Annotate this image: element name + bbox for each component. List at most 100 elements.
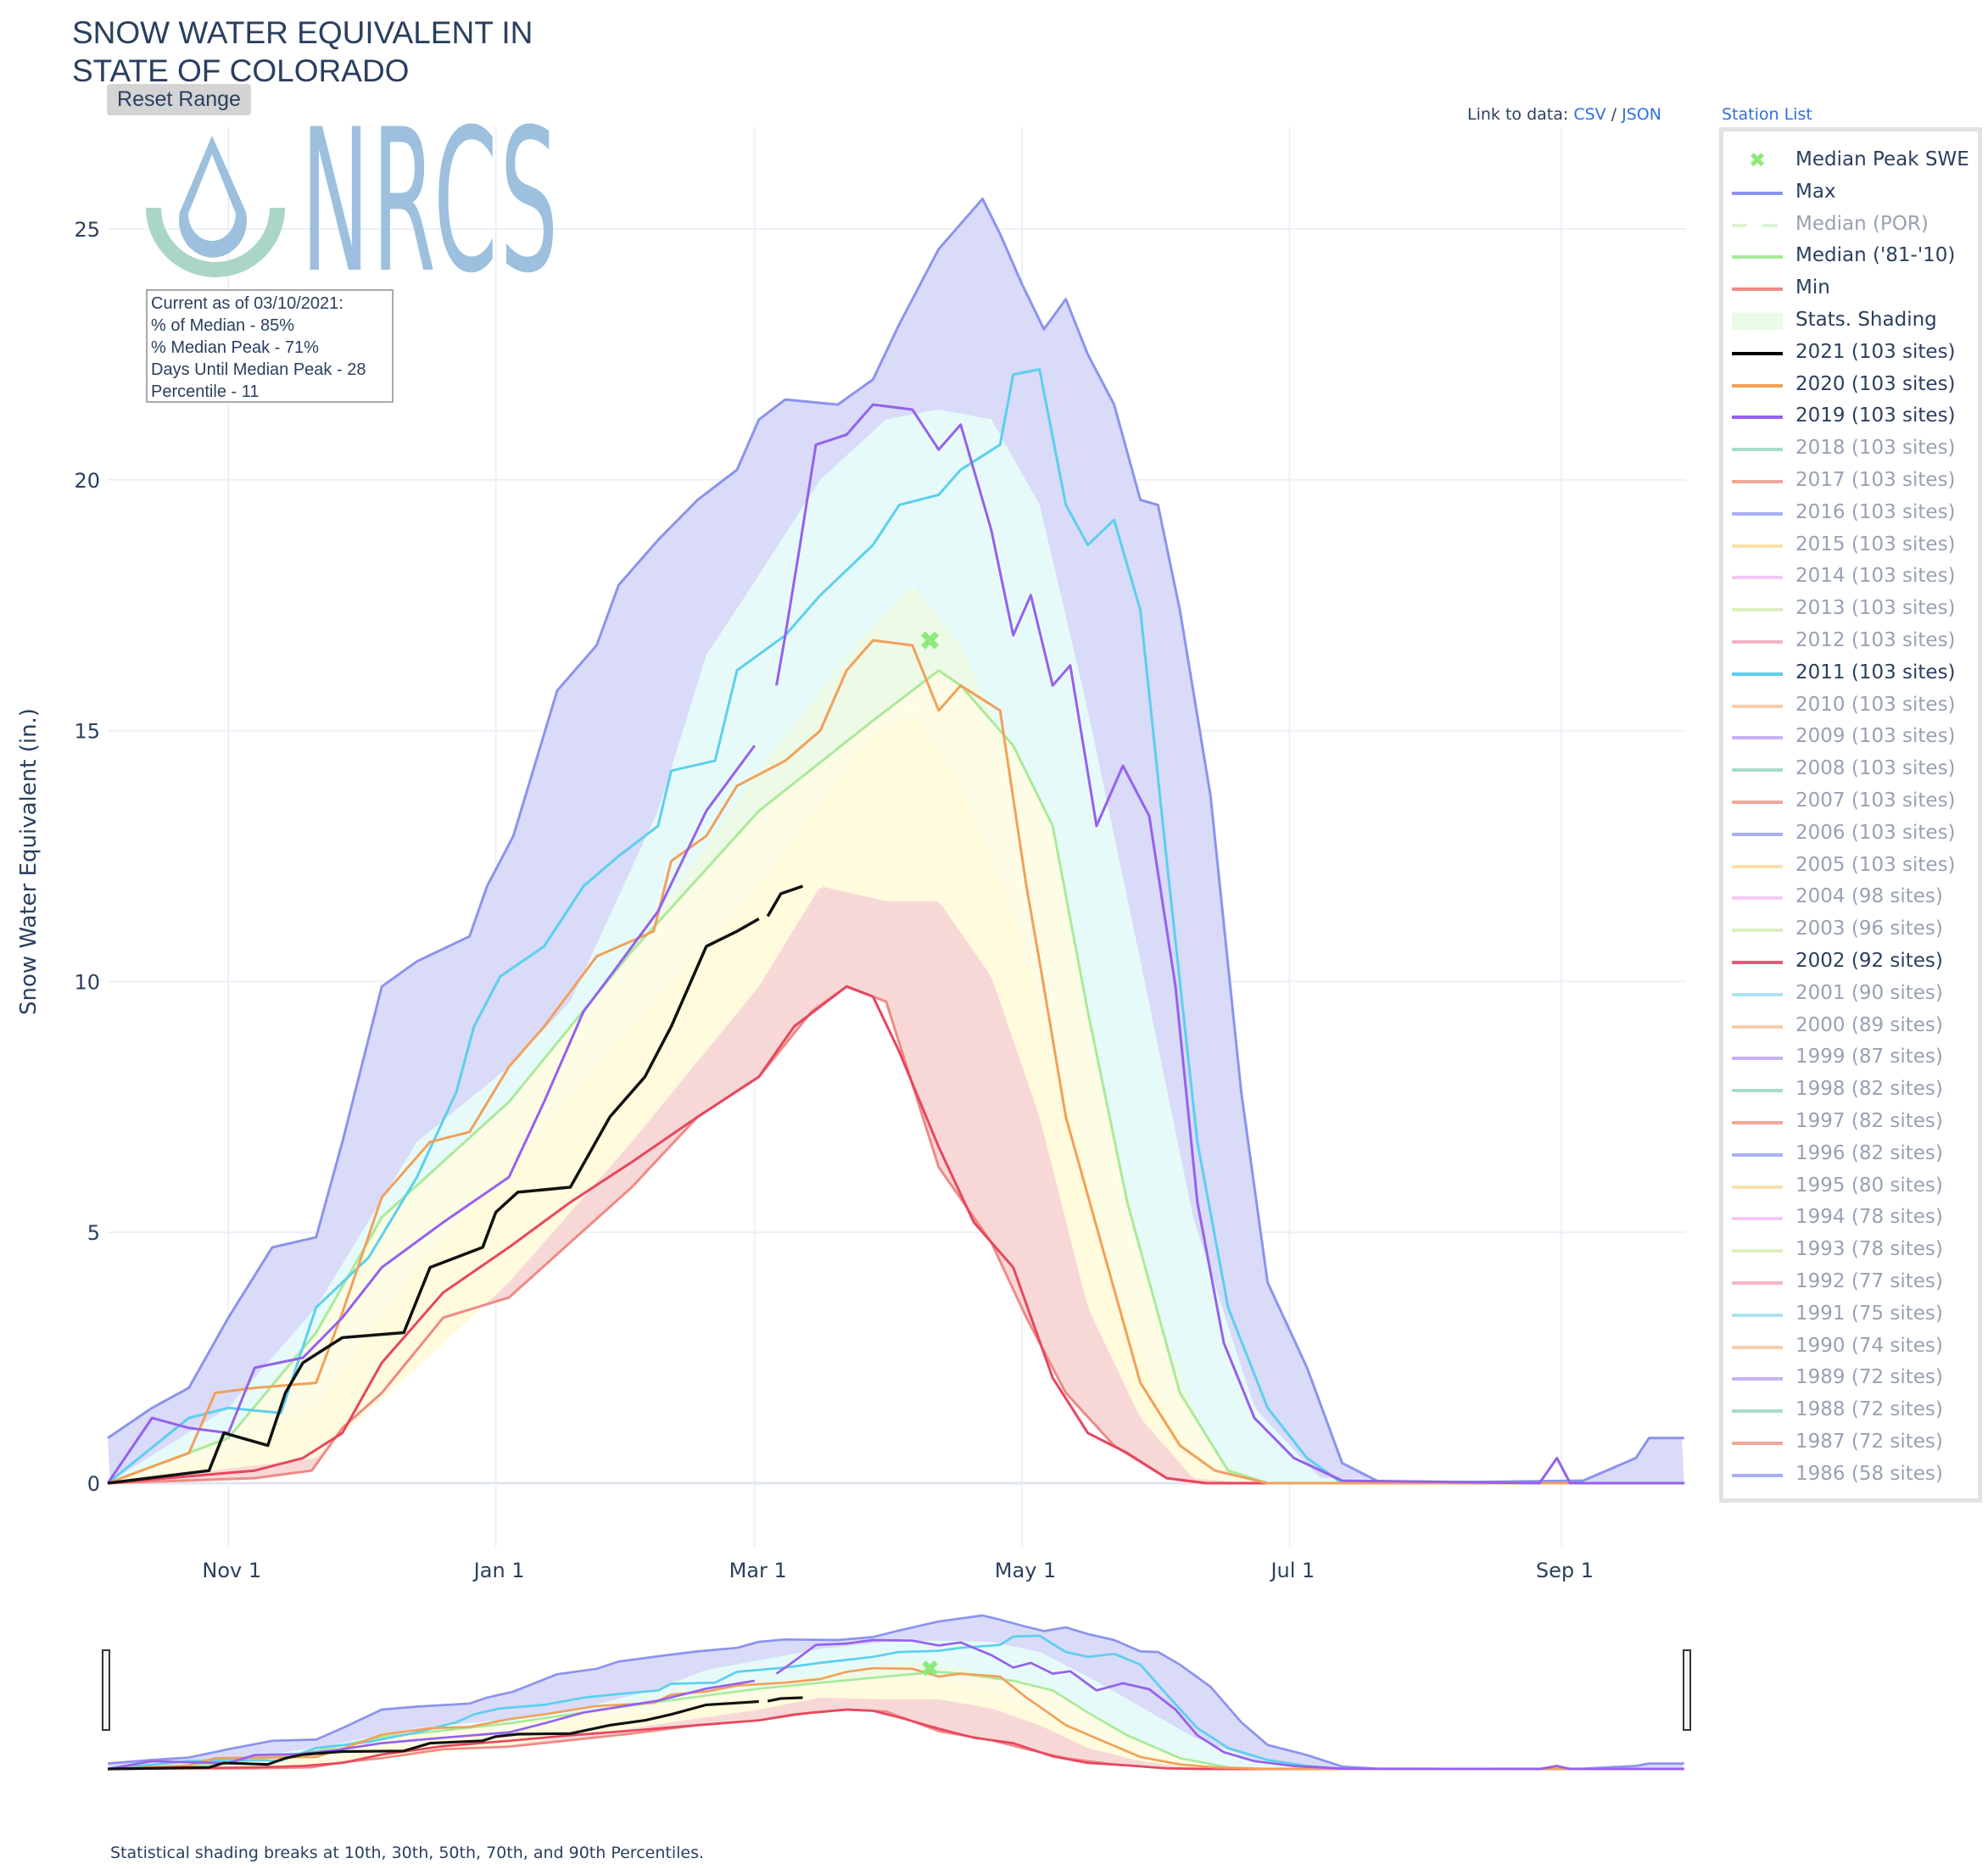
title-line-2: STATE OF COLORADO [72,53,410,88]
legend-item[interactable]: 1997 (82 sites) [1723,1107,1978,1139]
legend-label: Stats. Shading [1795,309,1937,331]
reset-range-button[interactable]: Reset Range [107,84,251,115]
legend-item[interactable]: 2014 (103 sites) [1723,561,1978,594]
legend-item[interactable]: 2020 (103 sites) [1723,370,1978,402]
legend-item[interactable]: 1993 (78 sites) [1723,1235,1978,1267]
median-peak-marker-icon: ✖ [1749,148,1767,172]
legend-item[interactable]: ✖ Median Peak SWE [1723,145,1978,177]
json-link[interactable]: JSON [1622,105,1661,124]
legend-item[interactable]: 2004 (98 sites) [1723,882,1978,914]
line-swatch-icon [1732,576,1783,580]
legend-item[interactable]: 2021 (103 sites) [1723,338,1978,370]
legend-item[interactable]: 2002 (92 sites) [1723,946,1978,979]
legend-item[interactable]: 2015 (103 sites) [1723,530,1978,562]
legend-item[interactable]: 1990 (74 sites) [1723,1331,1978,1364]
legend-item[interactable]: 1996 (82 sites) [1723,1139,1978,1171]
legend-item[interactable]: 2005 (103 sites) [1723,851,1978,883]
legend-item[interactable]: 2012 (103 sites) [1723,626,1978,658]
legend-item[interactable]: 1988 (72 sites) [1723,1395,1978,1427]
legend-item[interactable]: 2003 (96 sites) [1723,914,1978,946]
logo-drop-icon [178,136,247,258]
info-percentile: Percentile - 11 [151,382,260,401]
title-line-1: SNOW WATER EQUIVALENT IN [72,15,533,50]
legend-item[interactable]: Median ('81-'10) [1723,241,1978,273]
legend-item[interactable]: 1998 (82 sites) [1723,1074,1978,1107]
legend-item[interactable]: 1992 (77 sites) [1723,1267,1978,1299]
median-peak-marker [922,1660,938,1677]
range-slider-handle-left[interactable] [102,1649,110,1731]
legend-item[interactable]: Min [1723,273,1978,305]
line-swatch-icon [1732,640,1783,644]
legend-item[interactable]: 2016 (103 sites) [1723,498,1978,530]
line-swatch-icon [1732,448,1783,452]
legend-label: 2009 (103 sites) [1795,725,1956,748]
line-swatch-icon [1732,832,1783,836]
chart-title: SNOW WATER EQUIVALENT IN STATE OF COLORA… [72,14,533,90]
y-tick-label: 20 [74,469,100,493]
legend-item[interactable]: Stats. Shading [1723,305,1978,338]
legend-item[interactable]: 1987 (72 sites) [1723,1427,1978,1459]
legend-item[interactable]: 1995 (80 sites) [1723,1171,1978,1203]
band-p90_p70 [108,410,1684,1483]
nrcs-logo: NRCS [146,87,558,316]
line-swatch-icon [1732,1442,1783,1445]
range-slider-handle-right[interactable] [1683,1649,1691,1731]
legend-item[interactable]: 2013 (103 sites) [1723,594,1978,626]
band-p30_p10 [108,711,1684,1483]
legend-label: Median (POR) [1795,212,1929,235]
legend-label: 2001 (90 sites) [1795,981,1943,1004]
legend-item[interactable]: 1989 (72 sites) [1723,1363,1978,1395]
y-axis-ticks: 0 5 10 15 20 25 [74,218,100,1496]
x-tick-label: Sep 1 [1536,1559,1594,1582]
series-line-median [107,669,1684,1485]
legend-item[interactable]: 2007 (103 sites) [1723,786,1978,818]
legend-label: 2010 (103 sites) [1795,693,1956,716]
legend-item[interactable]: 2001 (90 sites) [1723,979,1978,1011]
line-swatch-icon [1732,704,1783,708]
band-max_p90 [108,1615,1684,1769]
line-swatch-icon [1732,255,1783,259]
series-line-2020 [108,1666,1684,1771]
legend-item[interactable]: 1991 (75 sites) [1723,1299,1978,1331]
line-swatch-icon [1732,287,1783,292]
legend-item[interactable]: 2017 (103 sites) [1723,466,1978,498]
legend-item[interactable]: 1994 (78 sites) [1723,1202,1978,1235]
series-line-2002 [107,985,1684,1485]
marks [920,631,940,650]
line-swatch-icon [1732,768,1783,773]
legend-label: 2018 (103 sites) [1795,437,1956,460]
legend-label: 1995 (80 sites) [1795,1174,1943,1197]
legend-label: 1994 (78 sites) [1795,1206,1943,1229]
legend-item[interactable]: 2009 (103 sites) [1723,722,1978,754]
legend-item[interactable]: Median (POR) [1723,209,1978,242]
y-tick-label: 15 [74,720,100,744]
series-line-2021 [108,1696,803,1771]
legend-item[interactable]: 2018 (103 sites) [1723,433,1978,466]
line-swatch-icon [1732,929,1783,933]
station-list-link[interactable]: Station List [1722,105,1812,124]
legend-item[interactable]: 2010 (103 sites) [1723,690,1978,722]
line-swatch-icon [1732,1185,1783,1189]
legend-item[interactable]: 2000 (89 sites) [1723,1011,1978,1043]
info-pct-median-peak: % Median Peak - 71% [151,338,319,357]
legend-label: 1987 (72 sites) [1795,1431,1943,1453]
legend-item[interactable]: 1986 (58 sites) [1723,1459,1978,1492]
series-line-2011 [107,1634,1684,1771]
legend-item[interactable]: Max [1723,177,1978,209]
legend-item[interactable]: 2011 (103 sites) [1723,658,1978,690]
csv-link[interactable]: CSV [1573,105,1606,124]
stat-bands [108,201,1684,1483]
line-swatch-icon [1732,608,1783,612]
legend-item[interactable]: 2019 (103 sites) [1723,401,1978,433]
legend-label: 1989 (72 sites) [1795,1366,1943,1389]
x-tick-label: May 1 [995,1559,1057,1582]
legend-item[interactable]: 2008 (103 sites) [1723,754,1978,786]
range-slider[interactable] [107,1614,1684,1771]
line-swatch-icon [1732,1313,1783,1317]
legend-item[interactable]: 1999 (87 sites) [1723,1042,1978,1074]
info-days-until-peak: Days Until Median Peak - 28 [151,360,366,379]
line-swatch-icon [1732,1089,1783,1093]
legend-item[interactable]: 2006 (103 sites) [1723,818,1978,851]
line-swatch-icon [1732,383,1783,388]
line-swatch-icon [1732,672,1783,676]
